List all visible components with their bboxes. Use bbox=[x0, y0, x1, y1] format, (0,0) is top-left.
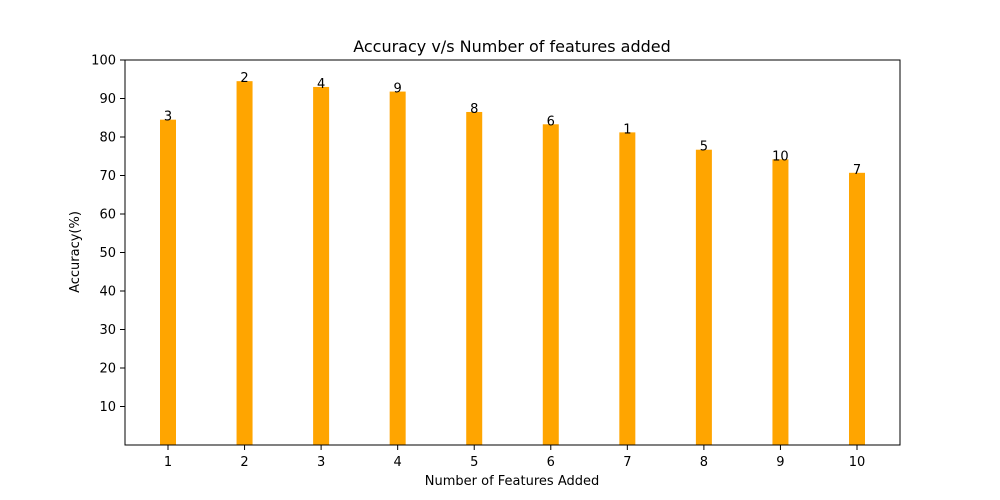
x-tick-label: 1 bbox=[164, 455, 172, 470]
bar-value-label: 5 bbox=[700, 140, 708, 155]
y-axis-label: Accuracy(%) bbox=[68, 211, 83, 293]
y-tick-label: 20 bbox=[99, 362, 116, 377]
bar-value-label: 4 bbox=[317, 77, 325, 92]
bar-4 bbox=[389, 91, 406, 445]
bar-9 bbox=[772, 159, 789, 445]
bar-2 bbox=[236, 81, 253, 446]
x-tick-label: 8 bbox=[700, 455, 708, 470]
y-tick-label: 70 bbox=[99, 169, 116, 184]
y-tick-label: 30 bbox=[99, 323, 116, 338]
bar-6 bbox=[542, 124, 559, 446]
x-axis-ticks: 1 2 3 4 5 6 7 8 9 10 bbox=[164, 445, 865, 470]
chart-title: Accuracy v/s Number of features added bbox=[353, 37, 671, 56]
bar-value-label: 10 bbox=[772, 149, 789, 164]
bar-7 bbox=[619, 132, 636, 445]
bar-labels-group: 3 2 4 9 8 6 1 5 10 7 bbox=[164, 71, 861, 178]
x-tick-label: 6 bbox=[547, 455, 555, 470]
x-tick-label: 3 bbox=[317, 455, 325, 470]
bar-value-label: 1 bbox=[623, 122, 631, 137]
x-axis-label: Number of Features Added bbox=[425, 474, 599, 489]
bar-1 bbox=[160, 119, 176, 446]
bar-value-label: 7 bbox=[853, 163, 861, 178]
bar-value-label: 9 bbox=[394, 82, 402, 97]
y-tick-label: 60 bbox=[99, 208, 116, 223]
x-tick-label: 4 bbox=[394, 455, 402, 470]
bar-value-label: 6 bbox=[547, 114, 555, 129]
bars-group bbox=[160, 81, 865, 446]
bar-value-label: 8 bbox=[470, 102, 478, 117]
x-tick-label: 9 bbox=[776, 455, 784, 470]
bar-5 bbox=[466, 111, 483, 445]
bar-8 bbox=[695, 149, 712, 445]
y-tick-label: 90 bbox=[99, 92, 116, 107]
bar-value-label: 2 bbox=[240, 71, 248, 86]
y-tick-label: 40 bbox=[99, 285, 116, 300]
x-tick-label: 7 bbox=[623, 455, 631, 470]
y-tick-label: 10 bbox=[99, 400, 116, 415]
bar-value-label: 3 bbox=[164, 110, 172, 125]
bar-10 bbox=[849, 172, 865, 445]
y-axis-ticks: 10 20 30 40 50 60 70 80 90 100 bbox=[91, 54, 125, 415]
x-tick-label: 10 bbox=[849, 455, 866, 470]
x-tick-label: 2 bbox=[240, 455, 248, 470]
y-tick-label: 50 bbox=[99, 246, 116, 261]
y-tick-label: 100 bbox=[91, 54, 116, 69]
bar-3 bbox=[313, 86, 330, 445]
y-tick-label: 80 bbox=[99, 131, 116, 146]
plot-frame bbox=[124, 59, 901, 446]
x-tick-label: 5 bbox=[470, 455, 478, 470]
